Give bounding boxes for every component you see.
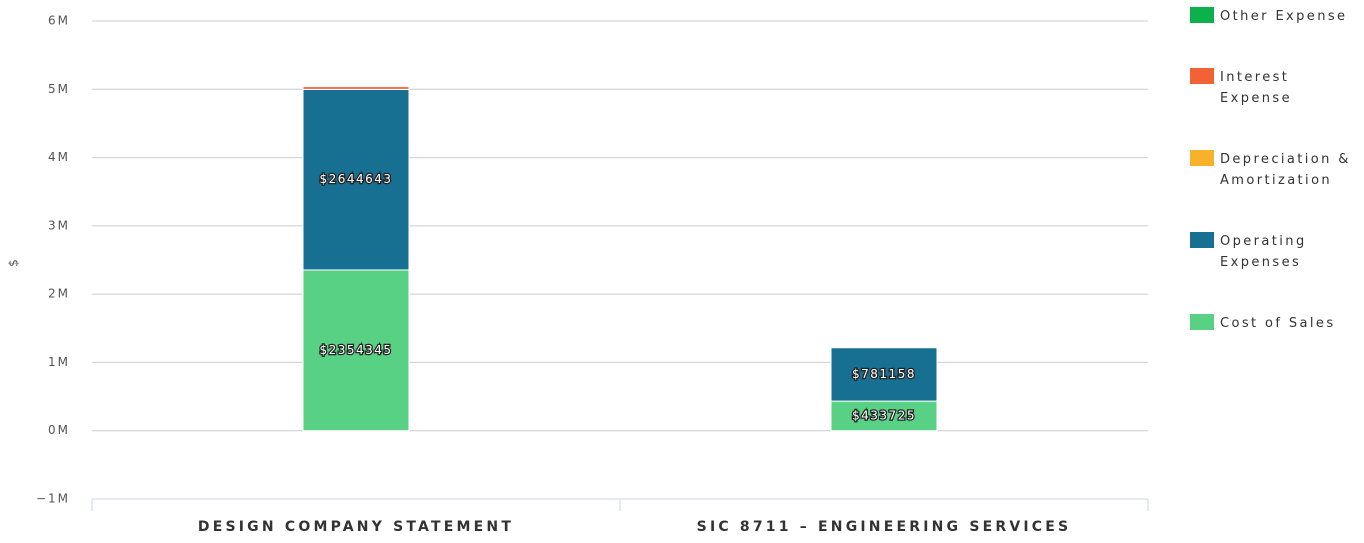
x-tick-label: SIC 8711 – ENGINEERING SERVICES bbox=[697, 519, 1072, 535]
bar-segment bbox=[302, 86, 410, 90]
legend-swatch bbox=[1190, 68, 1214, 84]
legend-item[interactable]: Depreciation & Amortization bbox=[1190, 149, 1362, 191]
legend-swatch bbox=[1190, 7, 1214, 23]
legend-label: Other Expense bbox=[1220, 9, 1348, 24]
bar-segment bbox=[302, 269, 410, 432]
y-tick-label: 1M bbox=[48, 355, 70, 369]
y-tick-label: 4M bbox=[48, 150, 70, 164]
legend-item[interactable]: Cost of Sales bbox=[1190, 313, 1362, 334]
data-label: $781158 bbox=[852, 367, 916, 381]
legend-label: Cost of Sales bbox=[1220, 316, 1336, 331]
legend-item[interactable]: Other Expense bbox=[1190, 6, 1362, 27]
x-tick-label: DESIGN COMPANY STATEMENT bbox=[198, 519, 514, 535]
legend-item[interactable]: Interest Expense bbox=[1190, 67, 1362, 109]
legend-label: Depreciation & Amortization bbox=[1220, 152, 1351, 188]
legend-swatch bbox=[1190, 314, 1214, 330]
y-tick-label: 3M bbox=[48, 218, 70, 232]
data-label: $433725 bbox=[852, 408, 916, 422]
y-tick-label: 6M bbox=[48, 14, 70, 28]
legend-swatch bbox=[1190, 150, 1214, 166]
legend-label: Operating Expenses bbox=[1220, 234, 1307, 270]
bar-segment bbox=[830, 400, 938, 432]
y-axis-title: $ bbox=[7, 257, 21, 267]
legend-label: Interest Expense bbox=[1220, 70, 1292, 106]
bar-segment bbox=[830, 347, 938, 402]
data-label: $2644643 bbox=[319, 172, 392, 186]
legend: Other Expense Interest Expense Depreciatio… bbox=[1190, 6, 1362, 374]
y-tick-label: 2M bbox=[48, 287, 70, 301]
data-label: $2354345 bbox=[319, 343, 392, 357]
legend-swatch bbox=[1190, 232, 1214, 248]
bar-segment bbox=[302, 88, 410, 271]
y-tick-label: 0M bbox=[48, 423, 70, 437]
y-tick-label: 5M bbox=[48, 82, 70, 96]
y-tick-label: −1M bbox=[36, 492, 70, 506]
legend-item[interactable]: Operating Expenses bbox=[1190, 231, 1362, 273]
